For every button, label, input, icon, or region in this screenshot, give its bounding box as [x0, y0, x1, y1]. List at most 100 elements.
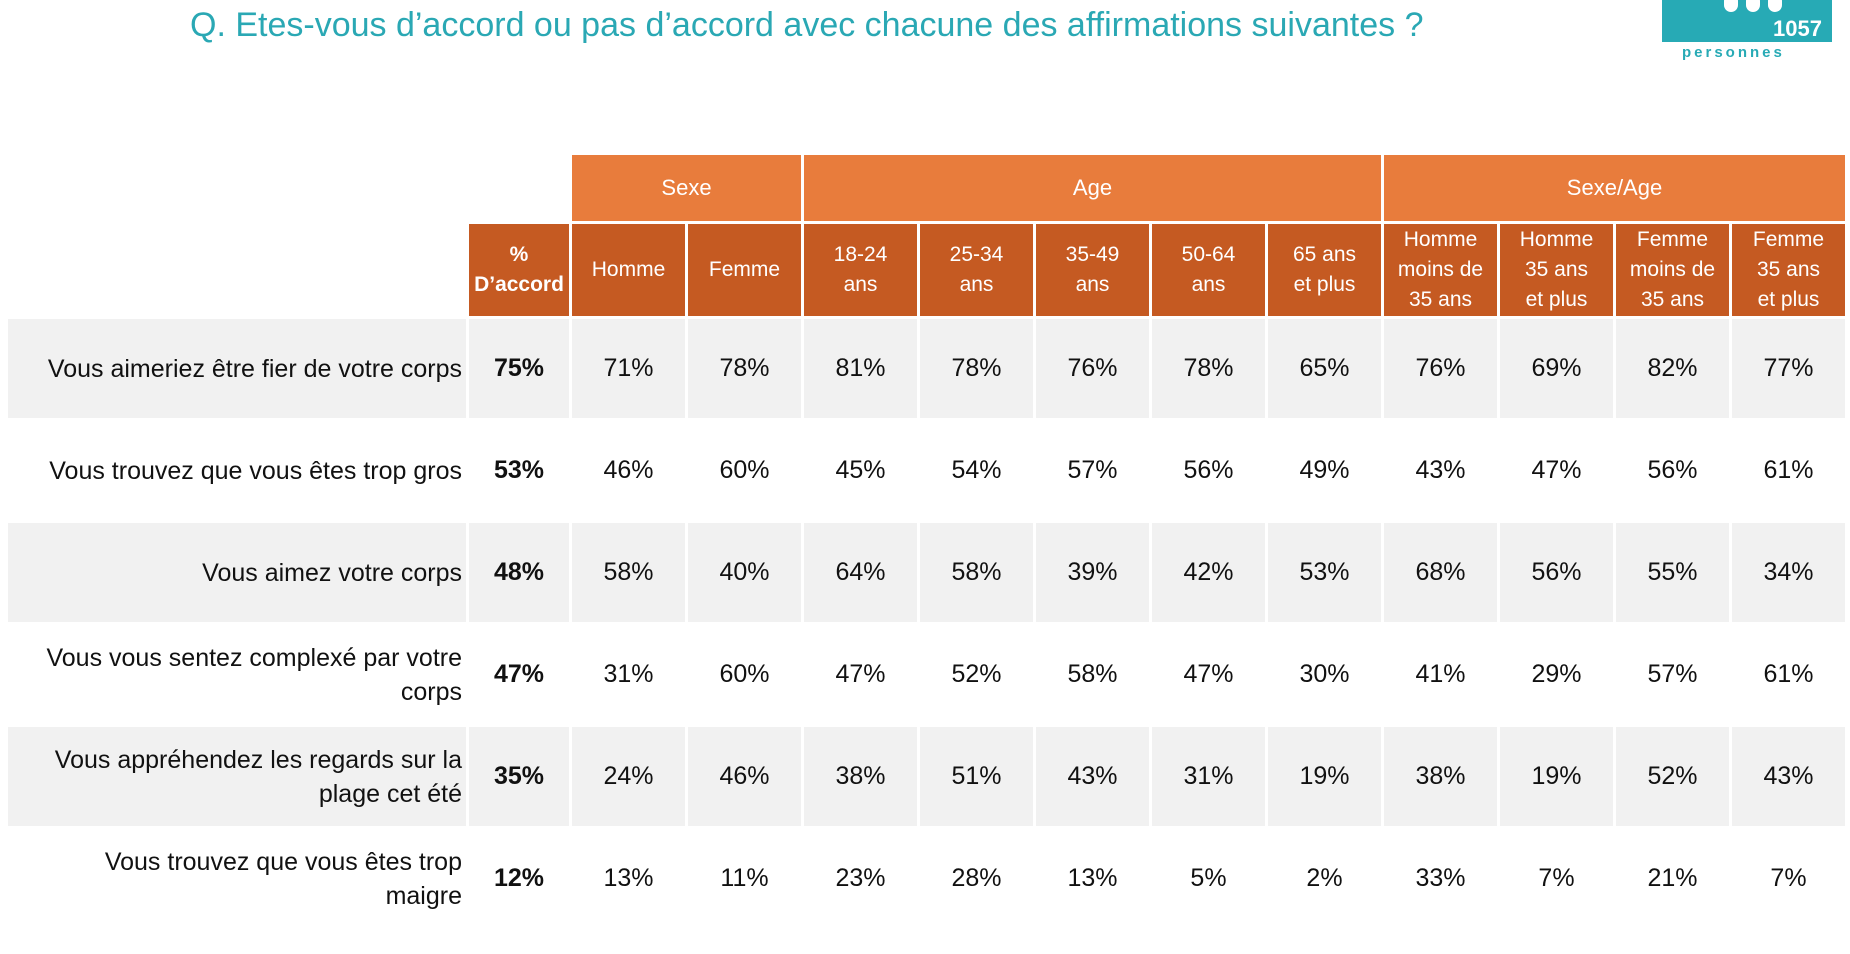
- value-cell: 52%: [1616, 727, 1729, 826]
- value-cell: 38%: [1384, 727, 1497, 826]
- column-header-text: moins de: [1397, 258, 1484, 281]
- column-header-text: Femme: [1752, 228, 1825, 251]
- column-header-text: Femme: [1636, 228, 1709, 251]
- value-cell: 58%: [572, 523, 685, 622]
- table-row: Vous aimez votre corps 48% 58% 40% 64% 58% 39%…: [8, 523, 1845, 622]
- row-label: Vous appréhendez les regards sur la plage…: [8, 727, 466, 826]
- value-cell: 76%: [1384, 319, 1497, 418]
- column-header-total: % D’accord: [469, 224, 569, 316]
- value-cell: 47%: [1152, 625, 1265, 724]
- table-body: Vous aimeriez être fier de votre corps 75…: [8, 319, 1845, 928]
- column-header: Femme moins de 35 ans: [1616, 224, 1729, 316]
- person-icon: [1768, 0, 1782, 12]
- column-header: Femme: [688, 224, 801, 316]
- column-header-text: 35 ans: [1524, 258, 1589, 281]
- question-title: Q. Etes-vous d’accord ou pas d’accord av…: [190, 6, 1424, 44]
- value-cell: 19%: [1268, 727, 1381, 826]
- people-icon: [1724, 0, 1794, 14]
- column-header-text: Femme: [708, 258, 781, 281]
- column-header-text: moins de: [1629, 258, 1716, 281]
- value-cell: 78%: [688, 319, 801, 418]
- value-cell: 13%: [1036, 829, 1149, 928]
- value-cell: 51%: [920, 727, 1033, 826]
- sample-size-logo: 1057 personnes: [1662, 0, 1832, 64]
- value-cell: 47%: [804, 625, 917, 724]
- value-cell: 65%: [1268, 319, 1381, 418]
- row-label-text: Vous trouvez que vous êtes trop: [104, 847, 462, 876]
- value-cell: 57%: [1616, 625, 1729, 724]
- row-label-text: Vous aimez votre corps: [202, 558, 462, 587]
- value-cell: 56%: [1500, 523, 1613, 622]
- row-label: Vous trouvez que vous êtes trop gros: [8, 421, 466, 520]
- column-header: 25-34 ans: [920, 224, 1033, 316]
- value-cell: 55%: [1616, 523, 1729, 622]
- table-row: Vous trouvez que vous êtes trop gros 53% 4…: [8, 421, 1845, 520]
- value-cell: 53%: [1268, 523, 1381, 622]
- value-cell: 33%: [1384, 829, 1497, 928]
- total-cell: 48%: [469, 523, 569, 622]
- value-cell: 76%: [1036, 319, 1149, 418]
- value-cell: 31%: [1152, 727, 1265, 826]
- value-cell: 34%: [1732, 523, 1845, 622]
- column-header-text: 35 ans: [1640, 288, 1705, 311]
- value-cell: 31%: [572, 625, 685, 724]
- value-cell: 61%: [1732, 625, 1845, 724]
- column-header-text: ans: [1191, 273, 1226, 296]
- row-label-text: maigre: [385, 881, 462, 910]
- value-cell: 77%: [1732, 319, 1845, 418]
- group-header-sexe-age: Sexe/Age: [1384, 155, 1845, 221]
- group-header-row: Sexe Age Sexe/Age: [8, 155, 1845, 221]
- group-header-age: Age: [804, 155, 1381, 221]
- total-cell: 12%: [469, 829, 569, 928]
- column-header-text: 35 ans: [1408, 288, 1473, 311]
- value-cell: 56%: [1152, 421, 1265, 520]
- row-label: Vous aimez votre corps: [8, 523, 466, 622]
- row-label: Vous aimeriez être fier de votre corps: [8, 319, 466, 418]
- column-header-text: 35 ans: [1756, 258, 1821, 281]
- column-header-text: et plus: [1525, 288, 1588, 311]
- row-label-text: Vous trouvez que vous êtes trop gros: [49, 456, 462, 485]
- value-cell: 78%: [1152, 319, 1265, 418]
- row-label-text: Vous aimeriez être fier de votre corps: [47, 354, 462, 383]
- total-cell: 35%: [469, 727, 569, 826]
- row-label-text: Vous appréhendez les regards sur la: [54, 745, 462, 774]
- value-cell: 7%: [1500, 829, 1613, 928]
- column-header-text: D’accord: [474, 273, 564, 296]
- header-spacer: [8, 155, 569, 221]
- total-cell: 53%: [469, 421, 569, 520]
- value-cell: 78%: [920, 319, 1033, 418]
- value-cell: 82%: [1616, 319, 1729, 418]
- table-row: Vous appréhendez les regards sur la plage…: [8, 727, 1845, 826]
- row-label-text: corps: [400, 677, 462, 706]
- column-header-text: Homme: [1519, 228, 1594, 251]
- value-cell: 11%: [688, 829, 801, 928]
- value-cell: 56%: [1616, 421, 1729, 520]
- value-cell: 60%: [688, 625, 801, 724]
- person-icon: [1746, 0, 1760, 12]
- table-row: Vous vous sentez complexé par votre corps…: [8, 625, 1845, 724]
- column-header: 65 ans et plus: [1268, 224, 1381, 316]
- table-row: Vous trouvez que vous êtes trop maigre 12%…: [8, 829, 1845, 928]
- value-cell: 57%: [1036, 421, 1149, 520]
- value-cell: 30%: [1268, 625, 1381, 724]
- column-header: Homme: [572, 224, 685, 316]
- value-cell: 49%: [1268, 421, 1381, 520]
- total-cell: 75%: [469, 319, 569, 418]
- value-cell: 54%: [920, 421, 1033, 520]
- value-cell: 58%: [1036, 625, 1149, 724]
- group-header-sexe: Sexe: [572, 155, 801, 221]
- column-header: 35-49 ans: [1036, 224, 1149, 316]
- row-label: Vous trouvez que vous êtes trop maigre: [8, 829, 466, 928]
- value-cell: 23%: [804, 829, 917, 928]
- value-cell: 52%: [920, 625, 1033, 724]
- total-cell: 47%: [469, 625, 569, 724]
- column-header-text: 50-64: [1181, 243, 1236, 266]
- column-header-text: 18-24: [833, 243, 888, 266]
- value-cell: 58%: [920, 523, 1033, 622]
- column-header-text: et plus: [1757, 288, 1820, 311]
- results-table: Sexe Age Sexe/Age % D’accord Homme Femme 18-…: [5, 152, 1848, 931]
- value-cell: 43%: [1732, 727, 1845, 826]
- logo-box: 1057: [1662, 0, 1832, 42]
- value-cell: 40%: [688, 523, 801, 622]
- value-cell: 61%: [1732, 421, 1845, 520]
